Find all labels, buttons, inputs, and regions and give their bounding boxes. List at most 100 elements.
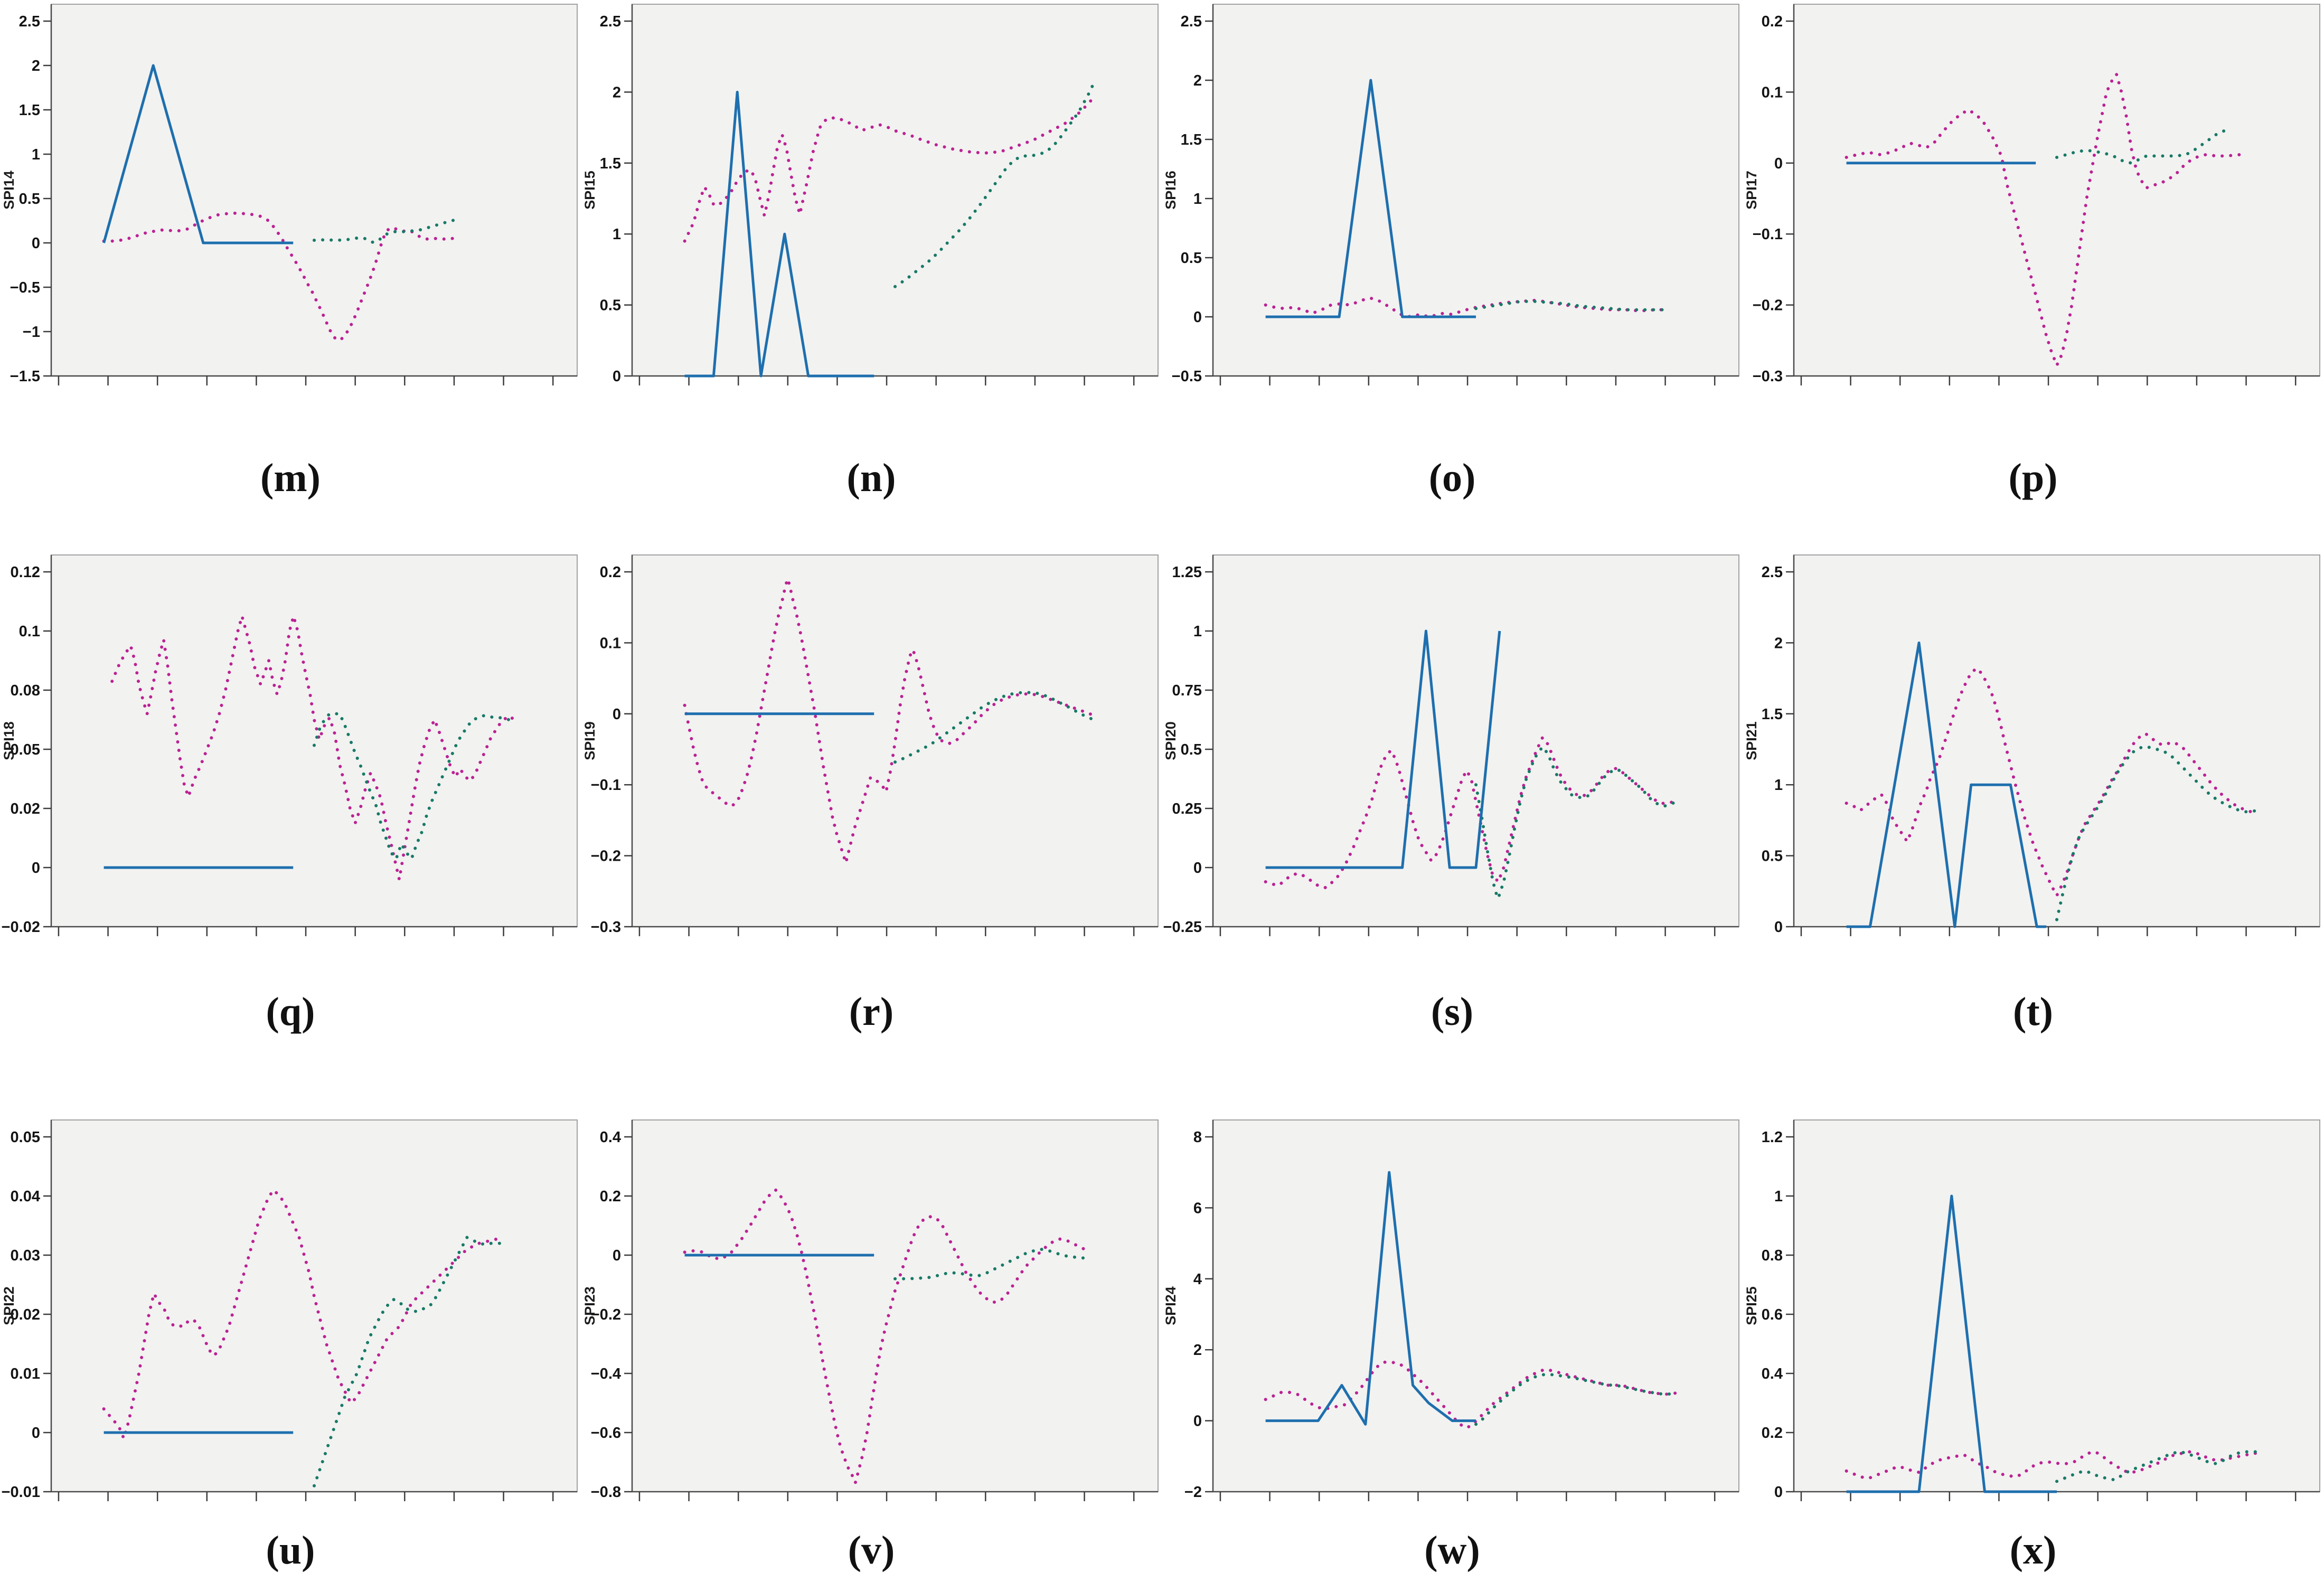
y-tick-label: 2.5 <box>1762 564 1783 581</box>
y-tick-label: −0.3 <box>591 919 621 936</box>
panel-caption-x: (x) <box>2009 1528 2057 1572</box>
y-tick-label: −0.2 <box>591 848 621 865</box>
panel-caption-o: (o) <box>1428 456 1476 500</box>
y-tick-label: 0.4 <box>1762 1366 1783 1382</box>
plot-n: 2.5 2 1.5 1 0.5 0 SPI15 <box>582 4 1159 385</box>
plot-area <box>1212 4 1739 376</box>
y-axis-title: SPI22 <box>1 1286 17 1325</box>
forecast-series-pink <box>110 610 516 880</box>
plot-o: 2.5 2 1.5 1 0.5 0 −0.5 SPI16 <box>1163 4 1739 385</box>
forecast-series-pink <box>683 97 1094 243</box>
y-tick-label: 2.5 <box>19 13 40 30</box>
forecast-series-green <box>313 712 516 862</box>
y-tick-label: 0 <box>32 1425 40 1442</box>
y-tick-label: 1 <box>1193 191 1202 208</box>
panel-caption-w: (w) <box>1424 1528 1480 1572</box>
forecast-series-green <box>893 78 1097 288</box>
panel-caption-u: (u) <box>266 1528 315 1572</box>
y-tick-label: 1.5 <box>600 155 621 172</box>
y-tick-label: −0.2 <box>591 1306 621 1323</box>
chart-cell-s: 1.25 1 0.75 0.5 0.25 0 −0.25 SPI20 (s) <box>1162 541 1743 1085</box>
y-tick-label: 1.25 <box>1172 564 1202 581</box>
chart-cell-n: 2.5 2 1.5 1 0.5 0 SPI15 (n) <box>581 0 1162 541</box>
y-tick-label: −0.25 <box>1163 919 1202 936</box>
plot-area <box>632 4 1159 376</box>
y-tick-label: 1.5 <box>19 102 40 119</box>
forecast-series-green <box>313 218 457 244</box>
forecast-series-pink <box>102 1188 505 1444</box>
y-axis-title: SPI19 <box>582 721 598 760</box>
panel-caption-p: (p) <box>2008 456 2058 500</box>
y-tick-label: 2 <box>1193 72 1202 89</box>
y-tick-label: 2 <box>613 84 621 101</box>
observed-series-blue <box>102 64 294 244</box>
y-tick-label: 0 <box>1193 309 1202 326</box>
y-axis-title: SPI24 <box>1163 1286 1179 1325</box>
plot-v: 0.4 0.2 0 −0.2 −0.4 −0.6 −0.8 SPI23 <box>582 1119 1159 1501</box>
y-tick-label: 0 <box>32 860 40 877</box>
panel-caption-q: (q) <box>266 990 315 1034</box>
forecast-series-green <box>1474 299 1667 312</box>
plot-area <box>1793 4 2320 376</box>
y-tick-label: 0.1 <box>1762 84 1783 101</box>
y-tick-label: 0.04 <box>11 1188 40 1205</box>
y-tick-label: −0.5 <box>1172 368 1202 385</box>
y-tick-label: 0.02 <box>11 801 40 817</box>
observed-series-blue <box>1846 641 2047 928</box>
y-tick-label: 0.5 <box>1181 741 1202 758</box>
chart-cell-q: 0.12 0.1 0.08 0.05 0.02 0 −0.02 SPI18 (q) <box>0 541 581 1085</box>
panel-caption-n: (n) <box>846 456 896 500</box>
y-tick-label: −0.1 <box>1753 226 1783 243</box>
y-tick-label: 0.05 <box>11 741 40 758</box>
y-tick-label: 1 <box>1774 777 1783 794</box>
forecast-series-pink <box>1264 734 1678 890</box>
panel-caption-v: (v) <box>848 1528 895 1572</box>
y-tick-label: 0.25 <box>1172 801 1202 817</box>
y-tick-label: 0.03 <box>11 1247 40 1264</box>
y-tick-label: −0.02 <box>2 919 40 936</box>
y-tick-label: 1.5 <box>1181 131 1202 148</box>
y-tick-label: 4 <box>1193 1271 1202 1288</box>
y-tick-label: 0.1 <box>600 635 621 652</box>
forecast-series-pink <box>1845 70 2243 370</box>
y-tick-label: 0.2 <box>1762 1425 1783 1442</box>
y-tick-label: 1 <box>32 146 40 163</box>
y-tick-label: 0.5 <box>600 297 621 314</box>
chart-cell-p: 0.2 0.1 0 −0.1 −0.2 −0.3 SPI17 (p) <box>1743 0 2323 541</box>
chart-cell-v: 0.4 0.2 0 −0.2 −0.4 −0.6 −0.8 SPI23 (v) <box>581 1085 1162 1582</box>
chart-cell-t: 2.5 2 1.5 1 0.5 0 SPI21 (t) <box>1743 541 2323 1085</box>
y-tick-label: 0.2 <box>600 564 621 581</box>
panel-caption-m: (m) <box>260 456 321 500</box>
y-axis-title: SPI20 <box>1163 721 1179 760</box>
observed-series-blue <box>1265 79 1476 318</box>
plot-t: 2.5 2 1.5 1 0.5 0 SPI21 <box>1744 554 2320 936</box>
y-tick-label: 0 <box>1774 1484 1783 1501</box>
chart-cell-r: 0.2 0.1 0 −0.1 −0.2 −0.3 SPI19 (r) <box>581 541 1162 1085</box>
y-tick-label: −2 <box>1184 1484 1202 1501</box>
y-tick-label: −1 <box>23 324 40 341</box>
y-tick-label: −0.5 <box>10 279 40 296</box>
observed-series-blue <box>1265 629 1501 869</box>
observed-series-blue <box>1265 1171 1476 1426</box>
forecast-series-pink <box>1845 666 2259 899</box>
y-tick-label: 0.05 <box>11 1129 40 1146</box>
plot-u: 0.05 0.04 0.03 0.02 0.01 0 −0.01 SPI22 <box>1 1119 578 1501</box>
y-tick-label: 0.1 <box>19 623 40 640</box>
y-tick-label: −0.01 <box>2 1484 40 1501</box>
plot-q: 0.12 0.1 0.08 0.05 0.02 0 −0.02 SPI18 <box>1 554 578 936</box>
y-tick-label: 1 <box>1774 1188 1783 1205</box>
y-tick-label: 2.5 <box>1181 13 1202 30</box>
chart-cell-m: 2.5 2 1.5 1 0.5 0 −0.5 −1 −1.5 SPI14 (m) <box>0 0 581 541</box>
y-axis-title: SPI25 <box>1744 1286 1760 1325</box>
y-tick-label: −0.2 <box>1753 297 1783 314</box>
y-tick-label: −0.6 <box>591 1425 621 1442</box>
y-axis-title: SPI14 <box>1 171 17 210</box>
plot-area <box>1793 554 2320 927</box>
panel-caption-t: (t) <box>2013 990 2053 1034</box>
y-tick-label: 2.5 <box>600 13 621 30</box>
forecast-series-green <box>1474 744 1678 903</box>
plot-w: 8 6 4 2 0 −2 SPI24 <box>1163 1119 1739 1501</box>
forecast-series-pink <box>683 573 1097 869</box>
forecast-series-green <box>2055 1450 2259 1483</box>
y-tick-label: 0.6 <box>1762 1306 1783 1323</box>
